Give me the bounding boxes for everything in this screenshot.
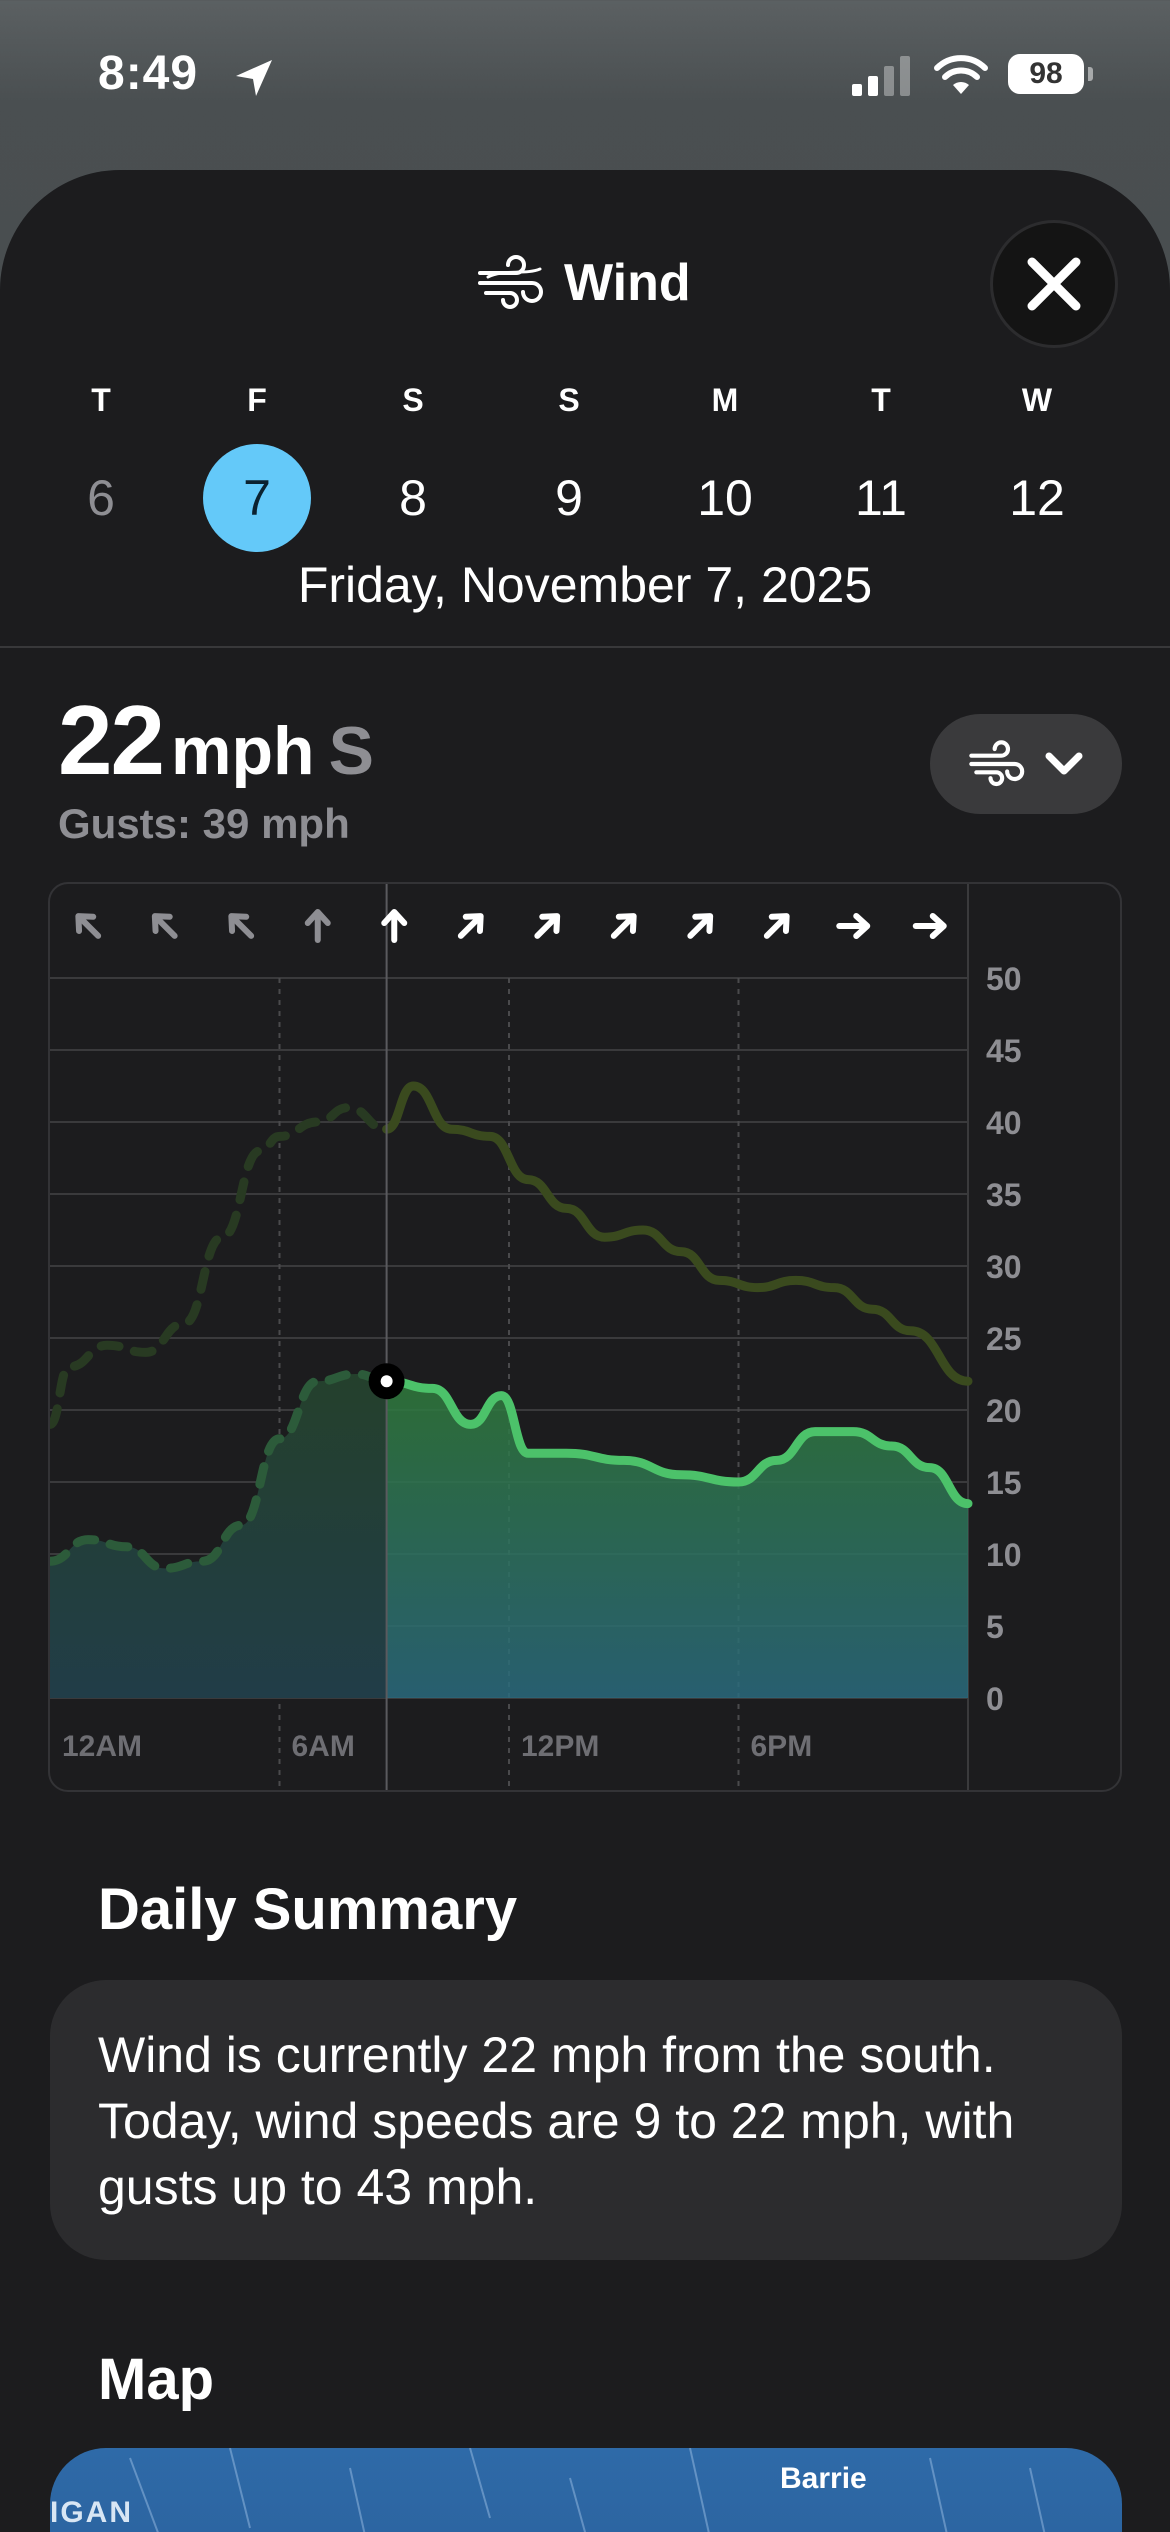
sheet-title: Wind	[476, 248, 691, 318]
current-wind: 22 mph S	[58, 684, 374, 795]
y-tick-label: 50	[986, 961, 1022, 997]
daily-summary-text: Wind is currently 22 mph from the south.…	[98, 2027, 1015, 2215]
y-tick-label: 20	[986, 1393, 1022, 1429]
close-icon	[1027, 257, 1081, 311]
wifi-icon	[934, 55, 988, 94]
map-title: Map	[98, 2347, 214, 2412]
selected-date: Friday, November 7, 2025	[297, 557, 873, 613]
x-tick-label: 6AM	[292, 1730, 355, 1763]
y-tick-label: 45	[986, 1033, 1022, 1069]
gust-line-past	[50, 1103, 392, 1429]
day-number: 8	[399, 470, 427, 526]
day-number: 11	[855, 470, 907, 526]
direction-arrow-icon	[457, 913, 484, 939]
map-wind-streaks	[129, 2448, 1046, 2532]
direction-arrow-icon	[687, 913, 714, 939]
day-12[interactable]: W 12	[982, 370, 1092, 552]
status-time: 8:49	[98, 47, 199, 100]
direction-arrow-icon	[75, 913, 102, 939]
y-tick-label: 30	[986, 1249, 1022, 1285]
y-tick-label: 35	[986, 1177, 1022, 1213]
wind-chart[interactable]: 50 45 40 35 30 25 20 15 10 5 0 12AM 6AM 12PM 6PM	[48, 882, 1122, 1792]
y-tick-label: 25	[986, 1321, 1022, 1357]
status-bar: 8:49 98	[0, 0, 1170, 160]
direction-arrow-icon	[304, 909, 331, 943]
battery-level: 98	[1029, 57, 1063, 90]
direction-arrow-icon	[912, 913, 947, 939]
day-letter: T	[91, 382, 111, 418]
now-marker-dot	[380, 1375, 393, 1388]
day-letter: F	[247, 382, 267, 418]
wind-direction: S	[328, 713, 374, 789]
cellular-signal-icon	[852, 56, 910, 96]
gust-line-future	[382, 1081, 973, 1386]
day-letter: S	[558, 382, 580, 418]
direction-arrow-icon	[836, 913, 871, 939]
day-number: 6	[87, 470, 115, 526]
day-selector: T 6 F 7 S 8 S 9 M 10 T 11 W 12	[24, 370, 1170, 570]
day-letter: S	[402, 382, 424, 418]
direction-arrow-icon	[228, 913, 255, 939]
metric-picker-button[interactable]	[930, 714, 1122, 814]
day-10[interactable]: M 10	[670, 370, 780, 552]
day-number: 10	[697, 470, 753, 526]
y-tick-label: 0	[986, 1681, 1004, 1717]
wind-icon	[969, 740, 1025, 787]
gusts-label: Gusts: 39 mph	[58, 800, 350, 847]
sheet-title-text: Wind	[564, 254, 691, 312]
day-number: 12	[1009, 470, 1065, 526]
direction-arrow-icon	[763, 913, 790, 939]
direction-arrow-icon	[534, 913, 561, 939]
speed-area-future	[386, 1381, 969, 1698]
speed-line-future	[382, 1376, 973, 1509]
direction-arrow-icon	[151, 913, 178, 939]
day-11[interactable]: T 11	[826, 370, 936, 552]
map-city-label: Barrie	[780, 2462, 867, 2495]
y-tick-label: 5	[986, 1609, 1004, 1645]
wind-speed-unit: mph	[171, 713, 315, 789]
wind-speed-value: 22	[58, 685, 165, 795]
chevron-down-icon	[1045, 752, 1083, 775]
close-button[interactable]	[990, 220, 1118, 348]
speed-line-past	[50, 1369, 392, 1573]
battery-icon: 98	[1008, 54, 1093, 98]
y-tick-label: 15	[986, 1465, 1022, 1501]
wind-map[interactable]: Barrie IGAN	[50, 2448, 1122, 2532]
x-tick-label: 12AM	[62, 1730, 142, 1763]
day-number-selected: 7	[203, 444, 311, 552]
direction-arrow-icon	[381, 909, 408, 943]
map-region-label: IGAN	[50, 2496, 133, 2529]
day-letter: W	[1021, 382, 1053, 418]
location-arrow-icon	[236, 60, 272, 96]
speed-area-past	[50, 1374, 387, 1698]
day-letter: T	[871, 382, 891, 418]
daily-summary-title: Daily Summary	[98, 1877, 518, 1942]
y-tick-label: 10	[986, 1537, 1022, 1573]
direction-arrow-icon	[610, 913, 637, 939]
x-tick-label: 12PM	[521, 1730, 599, 1763]
wind-icon	[478, 255, 543, 309]
daily-summary-card: Wind is currently 22 mph from the south.…	[50, 1980, 1122, 2260]
divider	[0, 646, 1170, 648]
x-tick-label: 6PM	[751, 1730, 813, 1763]
day-number: 9	[555, 470, 583, 526]
day-letter: M	[711, 382, 739, 418]
y-tick-label: 40	[986, 1105, 1022, 1141]
